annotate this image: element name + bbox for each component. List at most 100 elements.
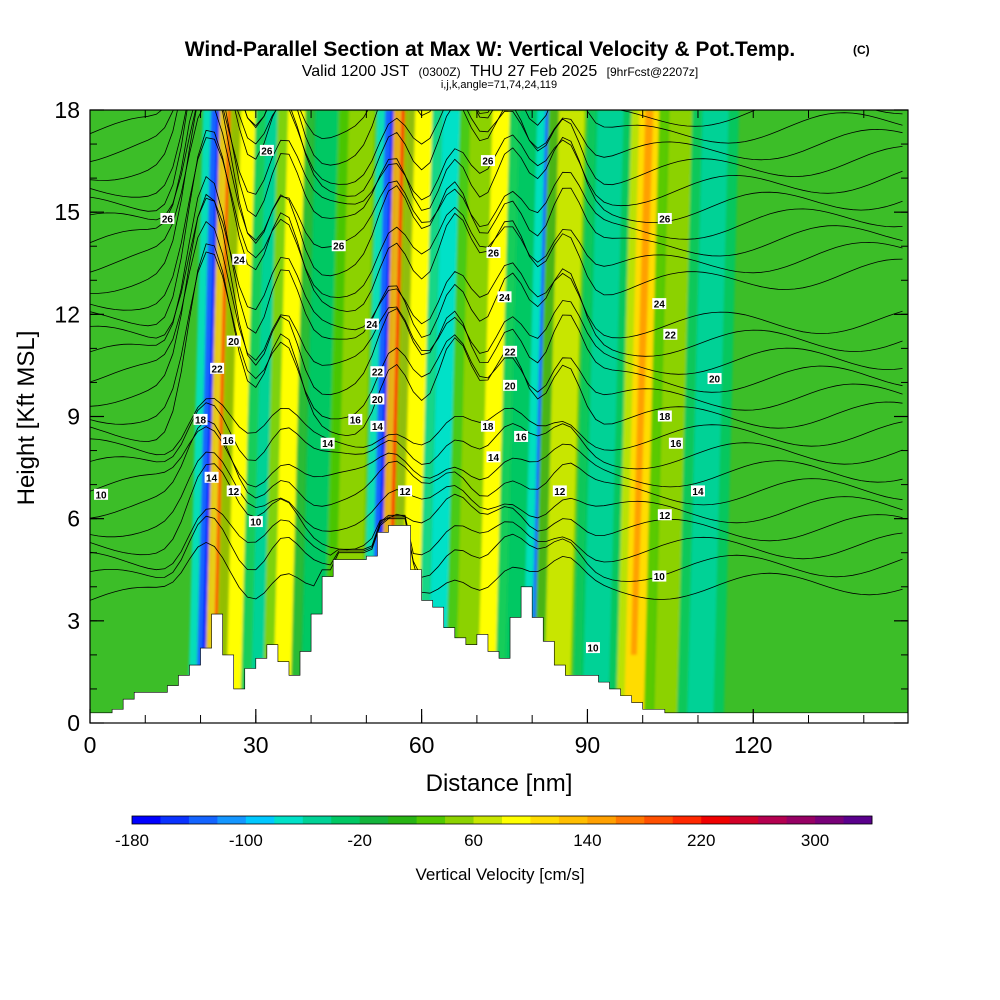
contour-label-box bbox=[652, 570, 667, 582]
isentrope-line bbox=[90, 110, 903, 221]
contour-label-box bbox=[160, 212, 175, 224]
y-tick-label: 6 bbox=[67, 506, 80, 532]
contour-label-box bbox=[210, 362, 225, 374]
chart-title: Wind-Parallel Section at Max W: Vertical… bbox=[185, 38, 796, 61]
contour-label-box bbox=[480, 155, 495, 167]
contour-label-text: 12 bbox=[659, 511, 671, 522]
contour-label: 26 bbox=[657, 212, 672, 225]
colorbar-swatch bbox=[502, 816, 531, 824]
colorbar-tick-label: 60 bbox=[464, 831, 483, 850]
colorbar-swatch bbox=[274, 816, 304, 824]
isentrope-line bbox=[90, 243, 903, 443]
contour-label-box bbox=[232, 253, 247, 265]
isentrope-line bbox=[90, 110, 903, 294]
terrain bbox=[90, 525, 908, 723]
contour-label-text: 16 bbox=[516, 432, 528, 443]
contour-label-text: 26 bbox=[162, 214, 174, 225]
contour-label: 26 bbox=[331, 240, 346, 253]
contour-label-text: 26 bbox=[261, 146, 273, 157]
contour-labels: 10 10 10 10 12 12 12 12 14 14 14 14 14 16 16 16 16 18 18 18… bbox=[94, 144, 722, 655]
contour-label: 18 bbox=[193, 413, 208, 426]
colorbar-swatch bbox=[701, 816, 731, 824]
isentrope-lines bbox=[90, 93, 903, 601]
isentrope-line bbox=[90, 93, 903, 104]
isentrope-line bbox=[90, 507, 903, 571]
contour-label-box bbox=[248, 516, 263, 528]
contour-label-text: 14 bbox=[372, 422, 384, 433]
contour-label-text: 20 bbox=[372, 395, 384, 406]
contour-label: 10 bbox=[94, 488, 109, 501]
colorbar-tick-label: 140 bbox=[573, 831, 601, 850]
chart-grid-index: i,j,k,angle=71,74,24,119 bbox=[441, 79, 557, 91]
contour-label-text: 14 bbox=[206, 473, 218, 484]
contour-label-box bbox=[497, 291, 512, 303]
colorbar: -180 -100 -20 60 140 220 300 bbox=[115, 815, 873, 850]
contour-label: 14 bbox=[320, 437, 335, 450]
velocity-band bbox=[687, 110, 729, 723]
isentrope-line bbox=[90, 251, 903, 425]
contour-label-text: 18 bbox=[482, 422, 494, 433]
velocity-band bbox=[300, 110, 342, 723]
contour-label: 10 bbox=[585, 642, 600, 655]
contour-label-box bbox=[486, 247, 501, 259]
contour-label-box bbox=[204, 471, 219, 483]
plot-area: 10 10 10 10 12 12 12 12 14 14 14 14 14 16 16 16 16 18 18 18… bbox=[90, 93, 908, 723]
contour-label-text: 14 bbox=[488, 453, 500, 464]
colorbar-swatch bbox=[672, 816, 702, 824]
velocity-band bbox=[543, 110, 585, 723]
isentrope-line bbox=[90, 220, 903, 383]
contour-label-box bbox=[320, 437, 335, 449]
contour-label-text: 10 bbox=[654, 572, 666, 583]
isentrope-line bbox=[90, 93, 903, 96]
y-tick-label: 15 bbox=[54, 199, 80, 225]
x-tick-label: 0 bbox=[84, 732, 97, 758]
contour-label: 12 bbox=[657, 509, 672, 522]
velocity-band bbox=[582, 110, 624, 723]
isentrope-line bbox=[90, 463, 903, 556]
isentrope-line bbox=[90, 110, 903, 244]
colorbar-tick-label: 300 bbox=[801, 831, 829, 850]
contour-label-text: 12 bbox=[554, 487, 566, 498]
isentrope-line bbox=[90, 515, 903, 582]
contour-label-text: 20 bbox=[504, 381, 516, 392]
contour-label-box bbox=[480, 420, 495, 432]
contour-label-text: 26 bbox=[488, 249, 500, 260]
contour-label-box bbox=[663, 328, 678, 340]
contour-label: 24 bbox=[364, 318, 379, 331]
contour-label-text: 14 bbox=[322, 439, 334, 450]
colorbar-swatch bbox=[587, 816, 617, 824]
contour-label-box bbox=[552, 485, 567, 497]
contour-label: 22 bbox=[210, 362, 225, 375]
contour-label-box bbox=[226, 485, 241, 497]
contour-label-box bbox=[585, 642, 600, 654]
chart-subtitle: Valid 1200 JST (0300Z) THU 27 Feb 2025 [… bbox=[302, 63, 698, 80]
contour-label-box bbox=[503, 345, 518, 357]
colorbar-swatch bbox=[815, 816, 844, 824]
isentrope-line bbox=[90, 518, 903, 601]
contour-label: 12 bbox=[552, 485, 567, 498]
contour-label: 10 bbox=[248, 516, 263, 529]
contour-label-box bbox=[668, 437, 683, 449]
contour-label-box bbox=[221, 434, 236, 446]
colorbar-tick-label: -180 bbox=[115, 831, 149, 850]
colorbar-swatch bbox=[558, 816, 588, 824]
colorbar-frame bbox=[131, 815, 873, 825]
y-axis-label: Height [Kft MSL] bbox=[13, 331, 40, 506]
x-tick-label: 60 bbox=[409, 732, 435, 758]
colorbar-swatch bbox=[644, 816, 674, 824]
contour-label-text: 26 bbox=[333, 242, 345, 253]
colorbar-swatch bbox=[359, 816, 389, 824]
contour-label-text: 22 bbox=[212, 364, 224, 375]
colorbar-swatch bbox=[245, 816, 275, 824]
contour-label: 26 bbox=[480, 155, 495, 168]
contour-label: 12 bbox=[398, 485, 413, 498]
x-tick-label: 120 bbox=[734, 732, 772, 758]
colorbar-label: Vertical Velocity [cm/s] bbox=[415, 865, 584, 884]
contour-label-box bbox=[657, 509, 672, 521]
contour-label-box bbox=[370, 366, 385, 378]
contour-label: 16 bbox=[514, 430, 529, 443]
isentrope-line bbox=[90, 110, 903, 181]
contour-label: 22 bbox=[503, 345, 518, 358]
colorbar-tick-label: -100 bbox=[229, 831, 263, 850]
colorbar-swatch bbox=[729, 816, 759, 824]
